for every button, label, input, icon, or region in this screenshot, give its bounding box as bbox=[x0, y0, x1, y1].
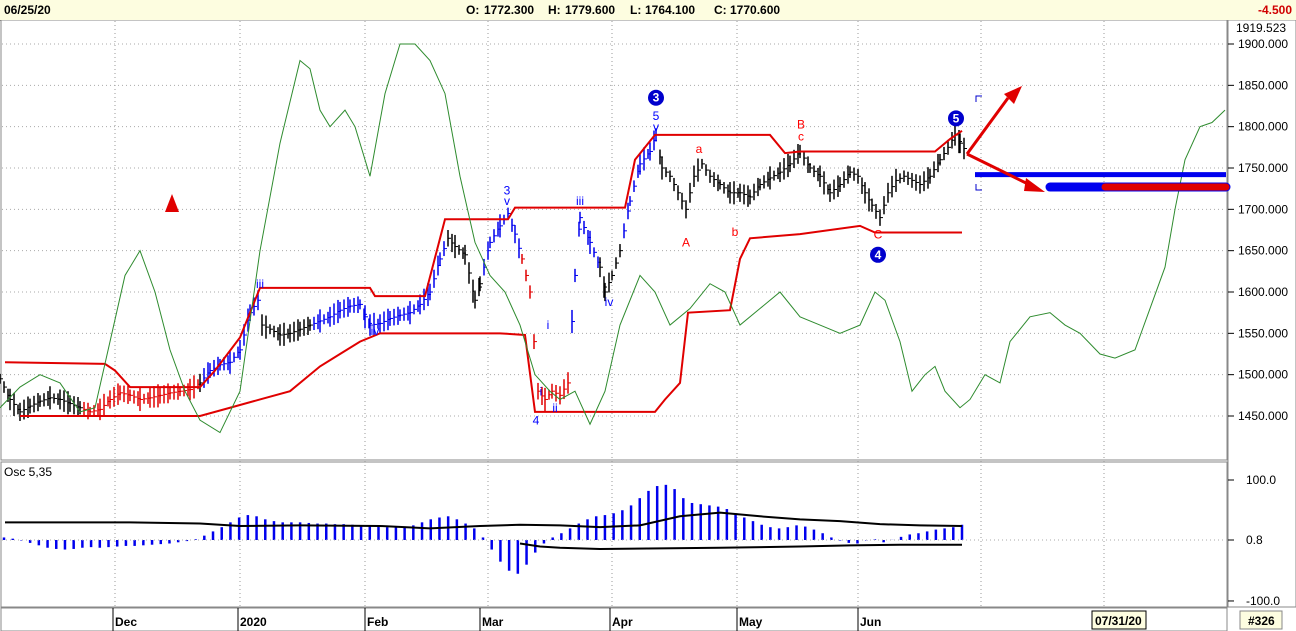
oscillator-title: Osc 5,35 bbox=[4, 465, 52, 479]
y-top-label: 1919.523 bbox=[1236, 21, 1286, 35]
bar-count-box bbox=[1239, 610, 1283, 630]
y-tick-label: 1550.000 bbox=[1238, 326, 1288, 340]
x-tick-label: Jun bbox=[860, 615, 881, 629]
arrow-up-head bbox=[1004, 86, 1022, 104]
wave-circle-label: 4 bbox=[875, 248, 882, 262]
osc-tick-label: 100.0 bbox=[1246, 473, 1276, 487]
wave-label: A bbox=[682, 236, 690, 250]
horizontal-gridlines bbox=[2, 43, 1226, 417]
channel-bands bbox=[4, 129, 963, 417]
wave-label: ii bbox=[552, 401, 557, 415]
y-tick-label: 1450.000 bbox=[1238, 409, 1288, 423]
osc-tick-label: 0.8 bbox=[1246, 533, 1263, 547]
wave-label: v bbox=[653, 120, 659, 134]
wave-circle bbox=[648, 89, 664, 106]
close-label: C: bbox=[714, 3, 727, 17]
open-value: 1772.300 bbox=[484, 3, 535, 17]
osc-lower-line bbox=[519, 542, 962, 550]
upper-band-line bbox=[4, 129, 963, 389]
quote-date: 06/25/20 bbox=[4, 3, 51, 17]
wave-circle-label: 3 bbox=[653, 91, 660, 105]
wave-label: i bbox=[540, 384, 543, 398]
osc-tick-label: -100.0 bbox=[1246, 594, 1280, 608]
y-tick-label: 1800.000 bbox=[1238, 120, 1288, 134]
arrow-down-shaft bbox=[966, 152, 1031, 187]
oscillator-axis: 100.0 0.8 -100.0 bbox=[2, 473, 1280, 608]
arrow-down-head bbox=[1024, 178, 1045, 192]
y-tick-label: 1750.000 bbox=[1238, 161, 1288, 175]
wave-circle bbox=[870, 246, 886, 263]
wave-label: iv bbox=[605, 295, 614, 309]
wave-label: 4 bbox=[533, 413, 540, 427]
x-tick-label: 2020 bbox=[240, 615, 267, 629]
bracket-bottom bbox=[975, 184, 982, 191]
low-label: L: bbox=[630, 3, 642, 17]
wave-circle-label: 5 bbox=[953, 111, 960, 125]
x-tick-label: Feb bbox=[367, 615, 388, 629]
lower-band-line bbox=[20, 224, 962, 417]
bracket-top bbox=[975, 95, 982, 102]
wave-label: 3 bbox=[504, 183, 511, 197]
cycle-line bbox=[0, 43, 1226, 434]
wave-label: v bbox=[504, 194, 510, 208]
arrow-up-shaft bbox=[965, 97, 1010, 155]
y-axis-area bbox=[1227, 20, 1296, 608]
triangle-marker bbox=[165, 194, 179, 212]
wave-label: iii bbox=[256, 277, 264, 291]
wave-label: 5 bbox=[653, 109, 660, 123]
low-value: 1764.100 bbox=[645, 3, 696, 17]
cycle-line-path bbox=[0, 43, 1226, 434]
y-tick-label: 1600.000 bbox=[1238, 285, 1288, 299]
time-axis: Dec 2020 Feb Mar Apr May Jun bbox=[112, 608, 881, 631]
price-panel bbox=[0, 20, 1228, 461]
wave-label: b bbox=[732, 225, 739, 239]
price-series bbox=[0, 124, 967, 421]
close-value: 1770.600 bbox=[730, 3, 781, 17]
wave-label: iii bbox=[576, 194, 584, 208]
price-axis: 1450.000 1500.000 1550.000 1600.000 1650.000… bbox=[1228, 37, 1288, 423]
oscillator-series bbox=[2, 484, 964, 574]
wave-label: C bbox=[874, 227, 883, 241]
wave-label: i bbox=[547, 318, 550, 332]
x-tick-label: Dec bbox=[115, 615, 137, 629]
y-tick-label: 1900.000 bbox=[1238, 37, 1288, 51]
wave-label: c bbox=[798, 130, 804, 144]
projection-marks bbox=[165, 86, 1231, 212]
wave-label: iv bbox=[371, 324, 380, 338]
y-tick-label: 1500.000 bbox=[1238, 368, 1288, 382]
x-tick-label: Apr bbox=[612, 615, 633, 629]
wave-circle bbox=[948, 110, 964, 127]
y-tick-label: 1650.000 bbox=[1238, 244, 1288, 258]
high-value: 1779.600 bbox=[565, 3, 616, 17]
open-label: O: bbox=[466, 3, 480, 17]
x-tick-label: Mar bbox=[482, 615, 504, 629]
x-axis-area bbox=[0, 607, 1228, 631]
bar-count-label: #326 bbox=[1248, 614, 1275, 628]
wave-label: a bbox=[696, 142, 703, 156]
y-tick-label: 1700.000 bbox=[1238, 202, 1288, 216]
wave-label: B bbox=[797, 117, 805, 131]
x-tick-label: May bbox=[739, 615, 763, 629]
x-date-box bbox=[1091, 610, 1147, 630]
quote-bar: 06/25/20 O: 1772.300 H: 1779.600 L: 1764… bbox=[0, 0, 1296, 21]
osc-upper-line bbox=[5, 511, 963, 530]
high-label: H: bbox=[548, 3, 561, 17]
x-date-box-label: 07/31/20 bbox=[1095, 614, 1142, 628]
y-tick-label: 1850.000 bbox=[1238, 78, 1288, 92]
change-value: -4.500 bbox=[1258, 3, 1293, 17]
